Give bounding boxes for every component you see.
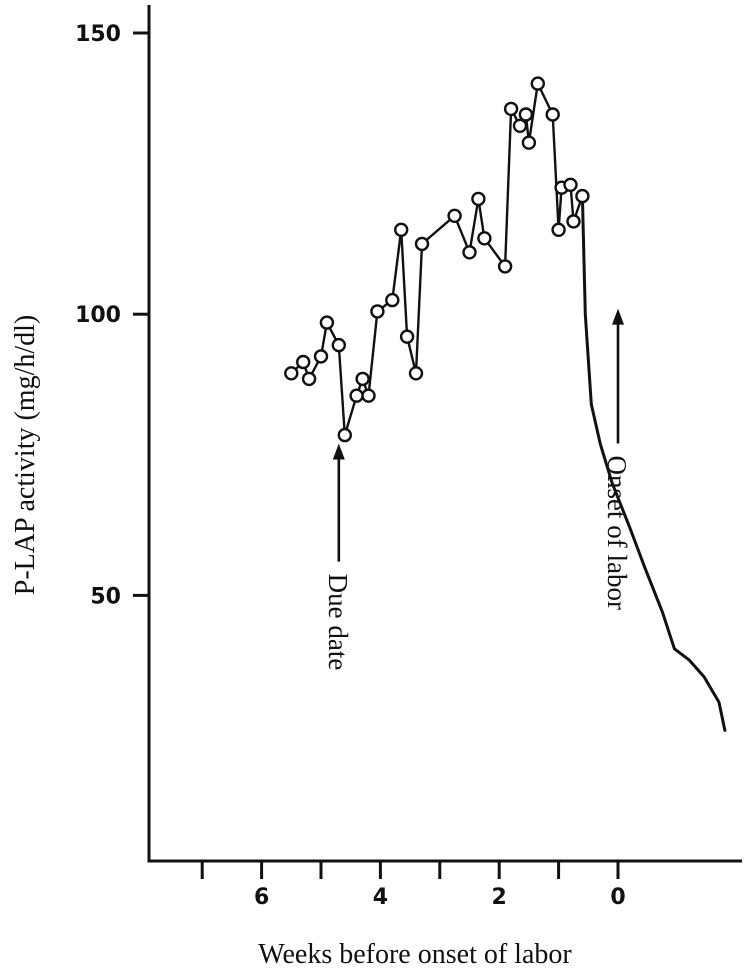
data-point (394, 222, 409, 238)
data-point (512, 118, 528, 134)
data-point (563, 177, 578, 193)
data-point (503, 101, 519, 117)
data-point (385, 292, 400, 308)
data-point (551, 222, 566, 238)
y-tick-label: 50 (90, 584, 121, 609)
data-point (414, 236, 430, 252)
data-point (301, 371, 317, 387)
data-point (361, 388, 376, 403)
data-point (331, 337, 346, 353)
data-point (477, 231, 492, 246)
data-point (399, 329, 415, 344)
postpartum-line (580, 194, 727, 732)
data-point (518, 107, 534, 122)
y-tick-label: 100 (75, 303, 121, 328)
onset-of-labor-label: Onset of labor (602, 456, 632, 610)
x-tick-label: 0 (610, 885, 625, 910)
data-point (545, 107, 560, 122)
data-point (521, 135, 537, 150)
annotation-arrow-head (332, 443, 345, 460)
data-point (462, 245, 477, 260)
data-point (566, 214, 581, 229)
data-point (313, 349, 329, 364)
x-tick-label: 2 (492, 885, 507, 910)
y-axis-label: P-LAP activity (mg/h/dl) (10, 315, 41, 596)
y-tick-label: 150 (75, 22, 121, 47)
data-point (530, 76, 545, 91)
data-line (290, 82, 584, 437)
data-point (471, 191, 486, 207)
data-point (319, 315, 335, 330)
data-point (370, 304, 385, 319)
due-date-label: Due date (323, 574, 353, 671)
annotation-arrow-head (612, 308, 624, 325)
x-axis-label: Weeks before onset of labor (258, 939, 572, 970)
data-point (447, 208, 462, 224)
data-point (355, 371, 370, 387)
data-point (575, 188, 590, 204)
data-point (497, 259, 513, 274)
x-tick-label: 4 (373, 885, 388, 910)
data-point (408, 366, 424, 381)
x-tick-label: 6 (254, 885, 269, 910)
data-point (284, 366, 299, 381)
data-point (337, 427, 352, 443)
data-point (296, 354, 311, 370)
data-point (349, 388, 364, 403)
